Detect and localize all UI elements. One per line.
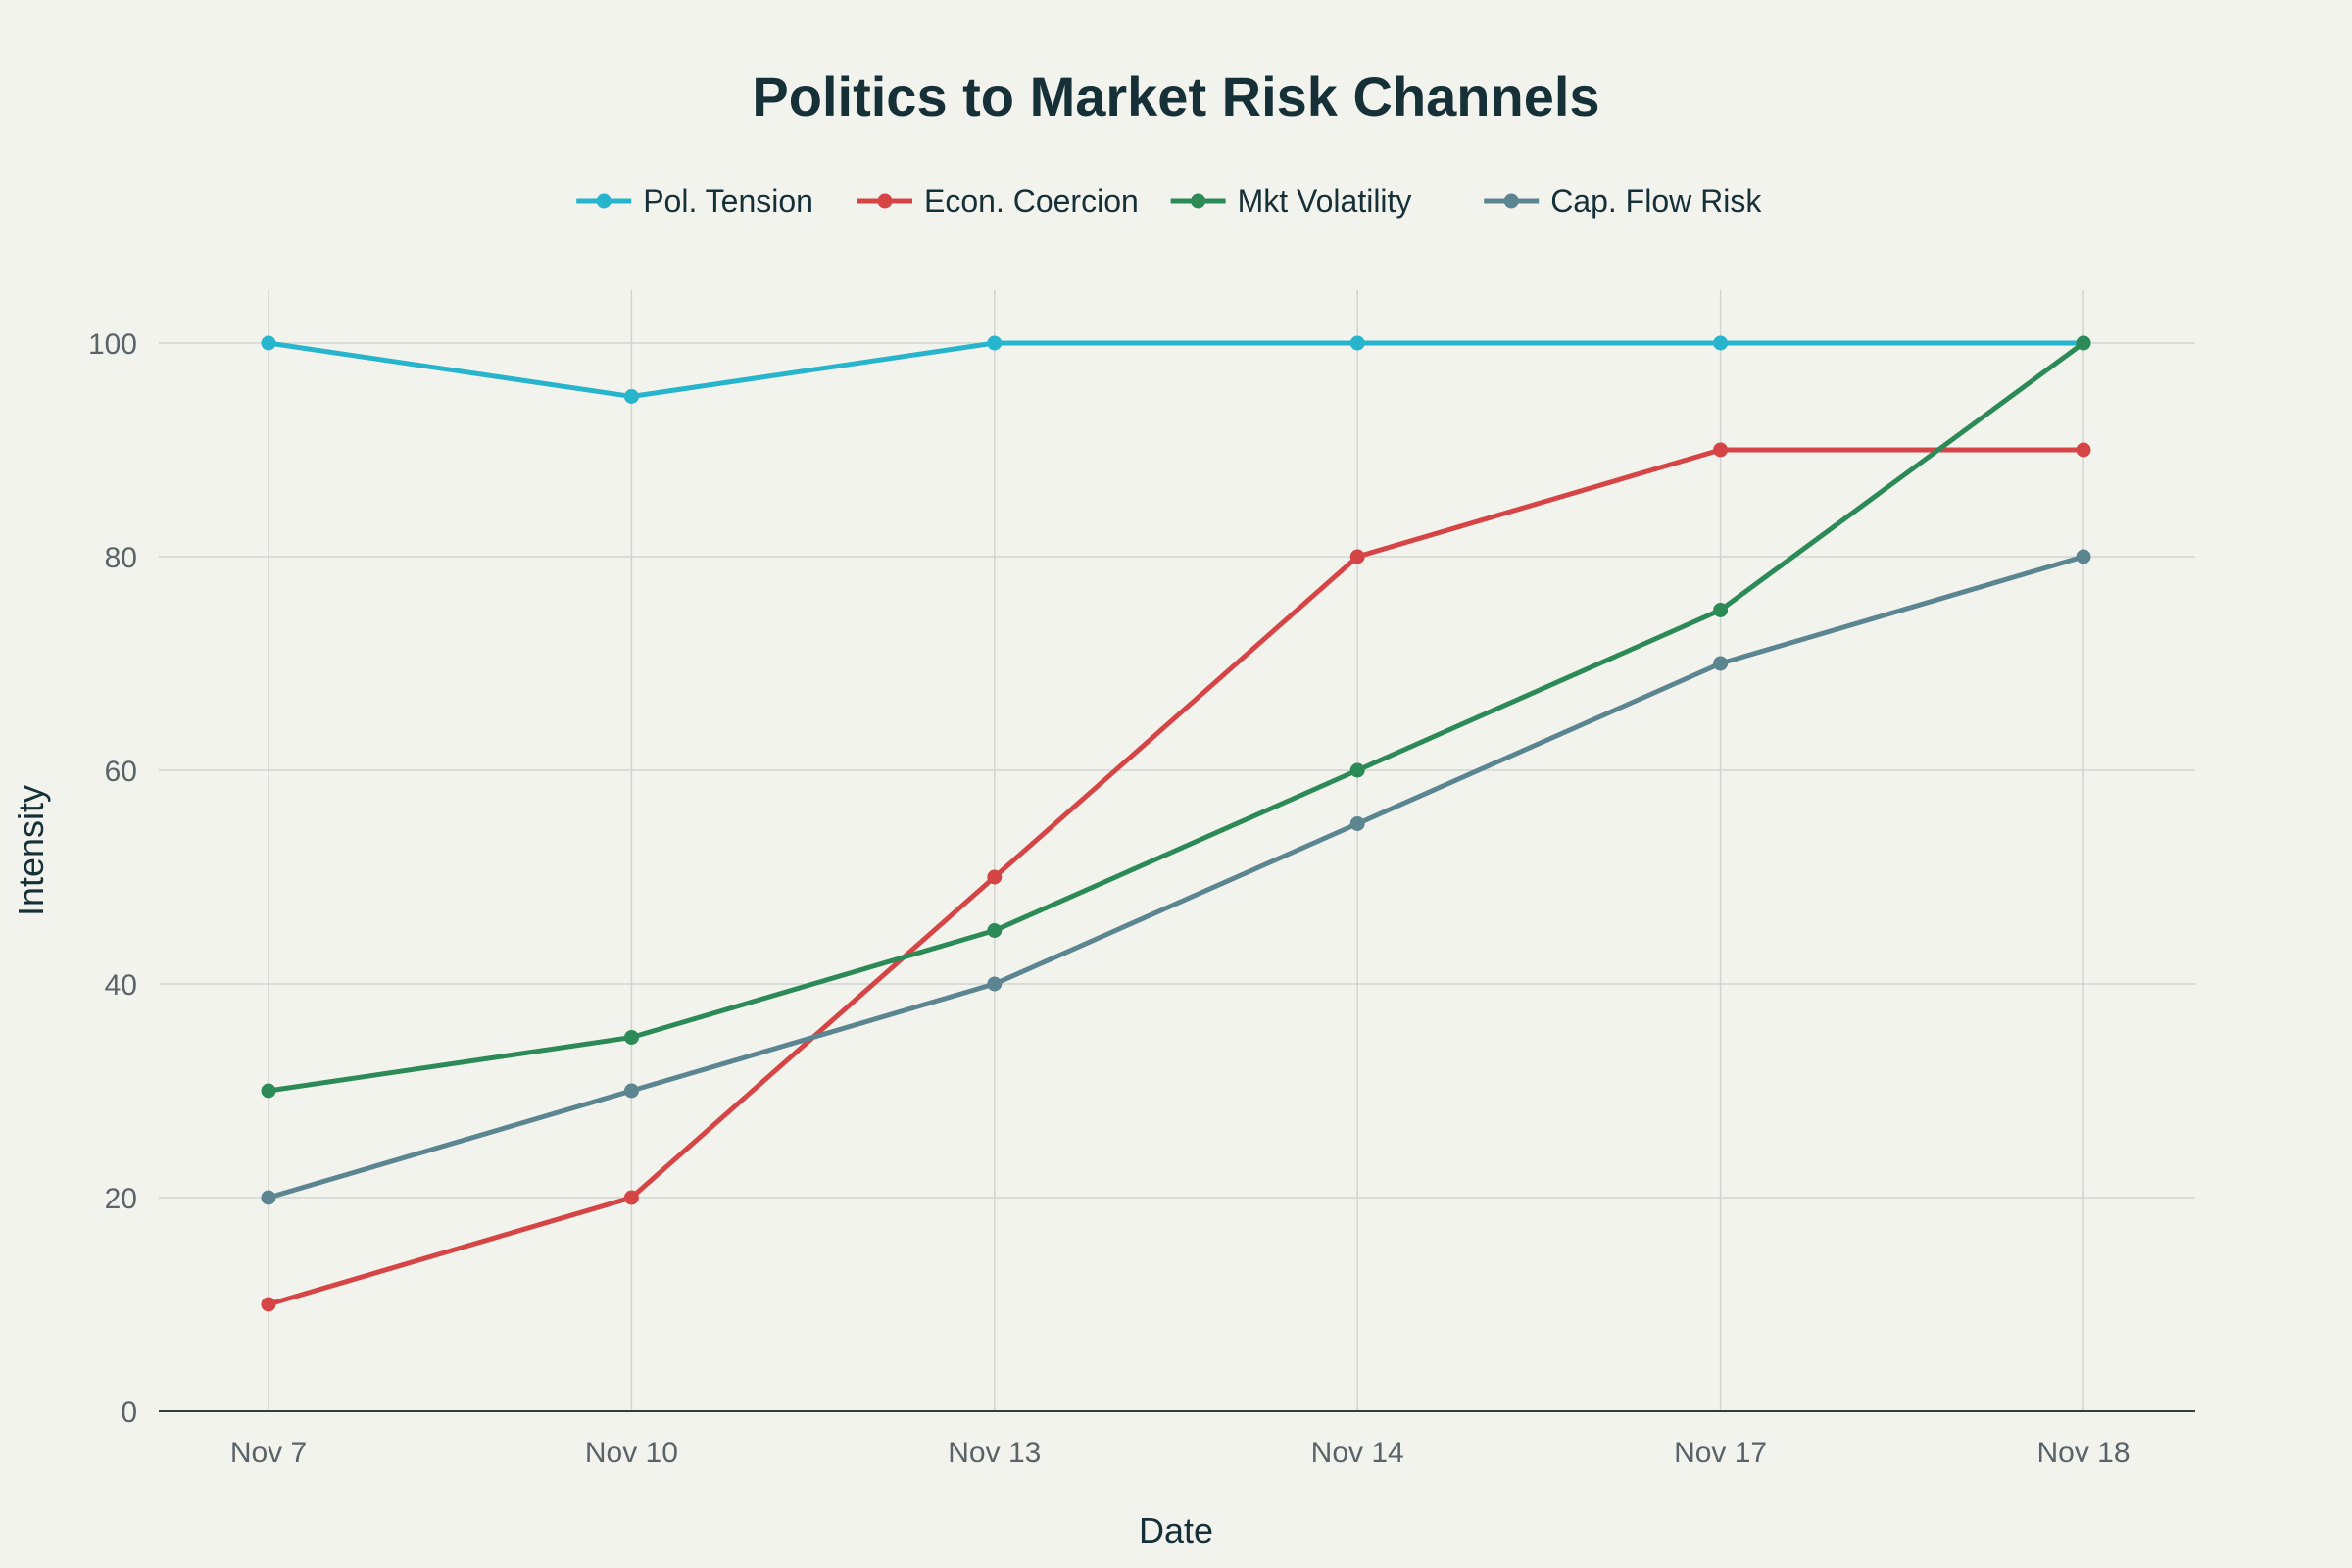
legend-swatch-marker (1191, 193, 1206, 209)
data-point (987, 976, 1003, 992)
data-point (1713, 442, 1729, 458)
series-line (266, 340, 2086, 399)
legend-label: Cap. Flow Risk (1550, 183, 1762, 219)
data-point (1349, 335, 1365, 351)
legend-label: Mkt Volatility (1238, 183, 1412, 219)
data-point (623, 389, 639, 404)
y-tick-label: 80 (105, 542, 137, 574)
y-tick-label: 100 (88, 328, 137, 361)
data-point (623, 1083, 639, 1099)
y-axis-ticks: 0 20 40 60 80 100 (88, 328, 137, 1429)
y-tick-label: 60 (105, 756, 137, 788)
data-point (623, 1030, 639, 1045)
data-point (261, 335, 276, 351)
data-point (261, 1083, 276, 1099)
data-point (987, 869, 1003, 885)
legend-label: Econ. Coercion (924, 183, 1139, 219)
x-tick-label: Nov 14 (1311, 1437, 1404, 1469)
x-tick-label: Nov 10 (585, 1437, 678, 1469)
data-point (261, 1297, 276, 1312)
legend-label: Pol. Tension (643, 183, 813, 219)
y-tick-label: 0 (121, 1396, 137, 1429)
legend-item: Mkt Volatility (1170, 183, 1412, 219)
data-point (987, 335, 1003, 351)
legend-item: Econ. Coercion (858, 183, 1139, 219)
series-line (266, 340, 2086, 1094)
data-point (1349, 549, 1365, 564)
legend: Pol. Tension Econ. Coercion Mkt Volatility… (576, 183, 1762, 219)
y-tick-label: 40 (105, 969, 137, 1002)
x-tick-label: Nov 17 (1674, 1437, 1767, 1469)
y-tick-label: 20 (105, 1183, 137, 1215)
series-mkt-volatility (261, 335, 2091, 1099)
series-group (261, 335, 2091, 1312)
series-line (266, 447, 2086, 1307)
data-point (2076, 335, 2091, 351)
x-tick-label: Nov 18 (2036, 1437, 2130, 1469)
series-econ-coercion (261, 442, 2091, 1312)
series-line (266, 554, 2086, 1200)
x-tick-label: Nov 7 (230, 1437, 307, 1469)
legend-swatch-marker (877, 193, 893, 209)
data-point (1713, 656, 1729, 671)
grid (159, 290, 2195, 1411)
data-point (261, 1190, 276, 1205)
legend-swatch-marker (596, 193, 612, 209)
series-cap-flow-risk (261, 549, 2091, 1205)
data-point (1713, 335, 1729, 351)
data-point (987, 923, 1003, 938)
data-point (1349, 816, 1365, 831)
series-pol-tension (261, 335, 2091, 404)
x-axis-title: Date (1139, 1510, 1213, 1550)
data-point (623, 1190, 639, 1205)
legend-swatch-marker (1503, 193, 1519, 209)
legend-item: Cap. Flow Risk (1484, 183, 1762, 219)
y-axis-title: Intensity (11, 785, 51, 916)
legend-item: Pol. Tension (576, 183, 813, 219)
chart-title: Politics to Market Risk Channels (752, 66, 1599, 127)
x-axis-ticks: Nov 7 Nov 10 Nov 13 Nov 14 Nov 17 Nov 18 (230, 1437, 2131, 1469)
data-point (1713, 603, 1729, 617)
data-point (1349, 762, 1365, 778)
data-point (2076, 549, 2091, 564)
data-point (2076, 442, 2091, 458)
x-tick-label: Nov 13 (948, 1437, 1041, 1469)
